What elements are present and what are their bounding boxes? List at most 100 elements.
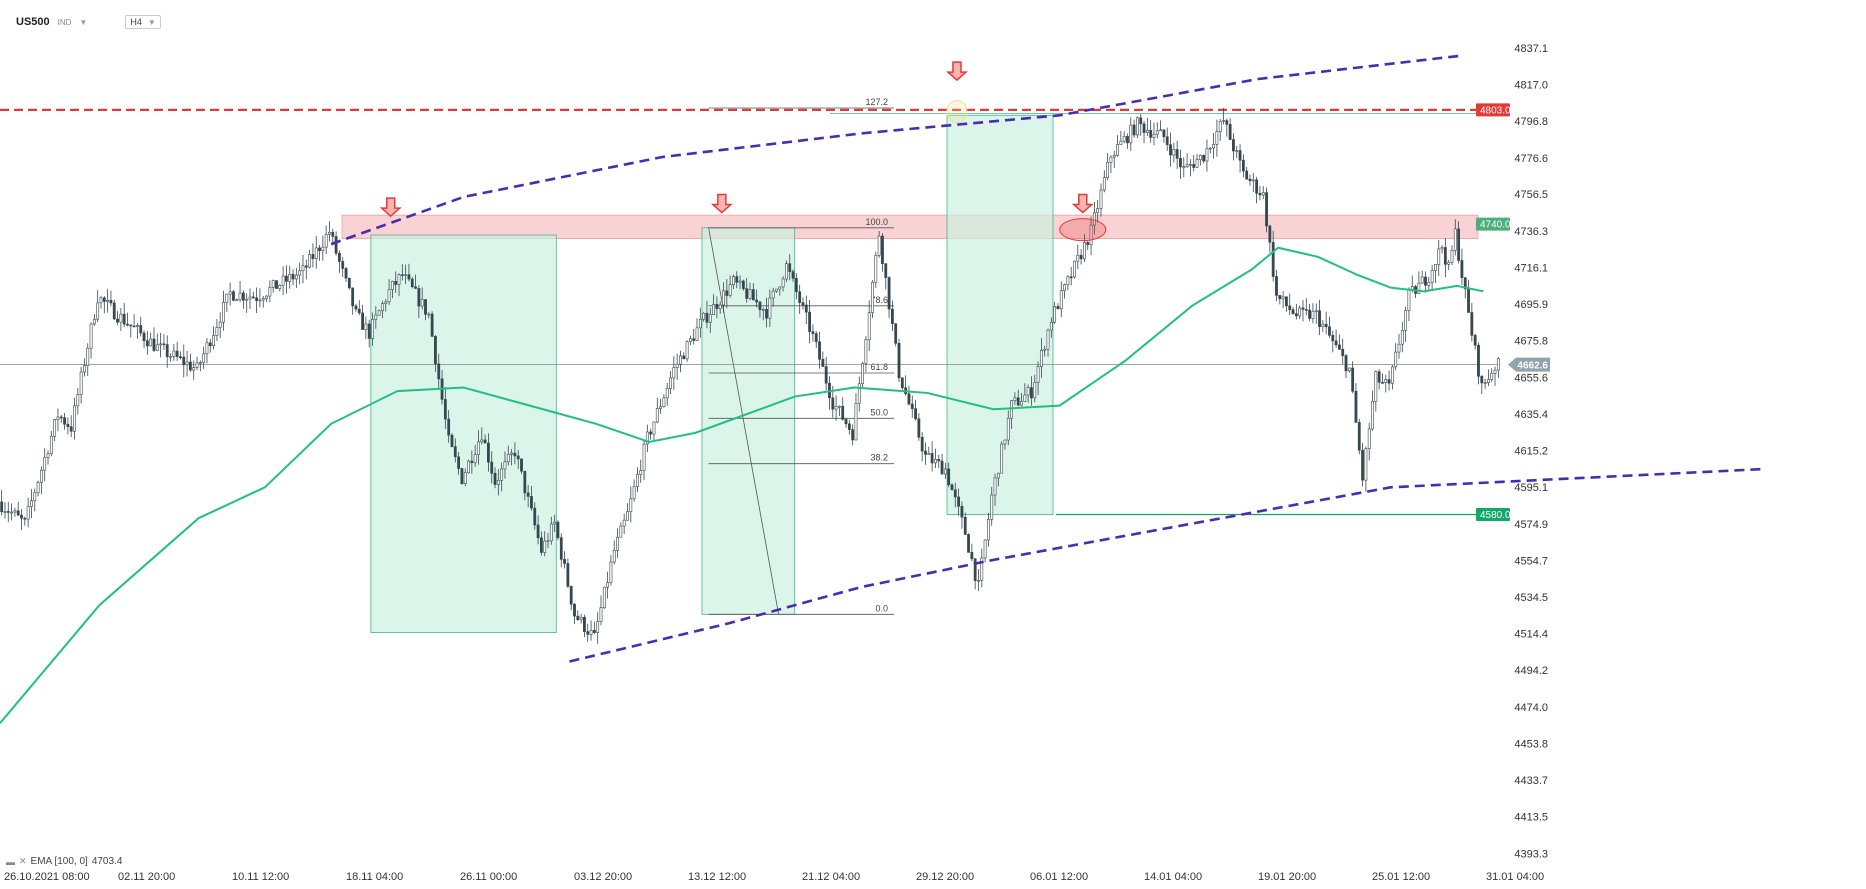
candle-body	[1496, 358, 1500, 371]
candle-body	[838, 405, 841, 408]
candle-body	[1036, 366, 1040, 383]
candle-body	[844, 419, 848, 425]
candle-body	[943, 468, 947, 475]
visibility-icon[interactable]: ▬	[6, 856, 15, 867]
candle-body	[453, 446, 457, 458]
fib-level-label: 61.8	[871, 362, 889, 372]
candle-body	[818, 341, 821, 360]
timeframe-value: H4	[130, 17, 142, 27]
candle-body	[983, 539, 987, 559]
candle-body	[1046, 329, 1050, 350]
candle-body	[609, 561, 613, 583]
candle-body	[533, 507, 537, 526]
candle-body	[692, 338, 696, 341]
y-axis[interactable]: 4837.1 4817.0 4796.8 4776.6 4756.5 4736.3 4716…	[1514, 43, 1548, 860]
candle-body	[56, 416, 60, 420]
candle-body	[874, 254, 878, 283]
candle-body	[917, 418, 921, 438]
candle-body	[172, 350, 176, 357]
candle-body	[1275, 276, 1278, 296]
candle-body	[364, 323, 368, 330]
candle-body	[1407, 289, 1411, 311]
candle-body	[145, 340, 149, 347]
candle-body	[136, 325, 139, 327]
candle-body	[410, 278, 414, 288]
candle-body	[645, 431, 649, 445]
candle-body	[1285, 296, 1288, 307]
candle-body	[268, 287, 272, 297]
candle-body	[1314, 310, 1318, 313]
candle-body	[536, 524, 540, 539]
y-tick-label: 4494.2	[1514, 665, 1548, 677]
candle-body	[1086, 242, 1090, 246]
candle-body	[980, 557, 984, 581]
candle-body	[1374, 371, 1378, 402]
candle-body	[1357, 422, 1361, 451]
candle-body	[341, 261, 345, 269]
candle-body	[662, 397, 666, 407]
candle-body	[228, 291, 232, 295]
candle-body	[1397, 343, 1401, 353]
y-tick-label: 4534.5	[1514, 592, 1548, 604]
candle-body	[1447, 262, 1451, 265]
x-tick-label: 25.01 12:00	[1372, 871, 1430, 883]
candles-layer	[0, 107, 1500, 644]
candle-body	[1347, 367, 1351, 372]
channel-upper-line	[330, 54, 1464, 246]
candle-body	[675, 363, 679, 368]
candle-body	[1192, 164, 1196, 168]
indicator-value: 4703.4	[91, 856, 123, 867]
candle-body	[1294, 313, 1298, 317]
candle-body	[854, 403, 858, 441]
candle-body	[1215, 131, 1219, 145]
candle-body	[831, 397, 835, 410]
candle-body	[470, 460, 474, 464]
candle-body	[1033, 382, 1037, 399]
candle-body	[36, 482, 40, 494]
candle-body	[910, 403, 914, 409]
candle-body	[847, 423, 851, 430]
candle-body	[924, 450, 927, 455]
candle-body	[1331, 335, 1335, 342]
x-tick-label: 13.12 12:00	[688, 871, 746, 883]
candle-body	[1387, 379, 1391, 384]
candle-body	[241, 292, 245, 301]
candle-body	[3, 511, 7, 513]
candle-body	[967, 534, 970, 553]
candle-body	[1198, 154, 1202, 160]
candle-body	[1473, 335, 1477, 346]
candle-body	[463, 472, 467, 485]
candle-body	[732, 276, 735, 285]
candle-body	[1049, 321, 1053, 331]
candle-body	[1000, 443, 1004, 474]
candle-body	[248, 296, 252, 300]
chevron-down-icon[interactable]: ▼	[79, 17, 88, 27]
candle-body	[39, 469, 43, 483]
fib-level-label: 0.0	[876, 603, 889, 613]
y-tick-label: 4413.5	[1514, 812, 1548, 824]
candle-body	[33, 492, 37, 501]
x-axis[interactable]: 26.10.2021 08:00 02.11 20:00 10.11 12:00 18…	[4, 871, 1544, 883]
candle-body	[1434, 264, 1437, 271]
candle-body	[1377, 371, 1381, 383]
candle-body	[212, 335, 215, 347]
candle-body	[59, 416, 63, 419]
candle-body	[576, 615, 580, 620]
candle-body	[652, 421, 656, 435]
measure-box-2	[701, 227, 796, 615]
candle-body	[1116, 144, 1119, 156]
candle-body	[149, 338, 153, 347]
candle-body	[510, 452, 513, 455]
candle-body	[377, 310, 381, 316]
candle-body	[16, 510, 20, 516]
timeframe-select[interactable]: H4 ▼	[125, 15, 161, 29]
candle-body	[116, 318, 119, 323]
symbol-label[interactable]: US500	[16, 16, 50, 28]
candle-body	[53, 419, 57, 437]
close-icon[interactable]: ✕	[19, 856, 27, 866]
y-tick-label: 4433.7	[1514, 775, 1548, 787]
candle-body	[374, 314, 378, 320]
annotations-layer	[379, 61, 1107, 242]
candle-body	[271, 280, 275, 288]
